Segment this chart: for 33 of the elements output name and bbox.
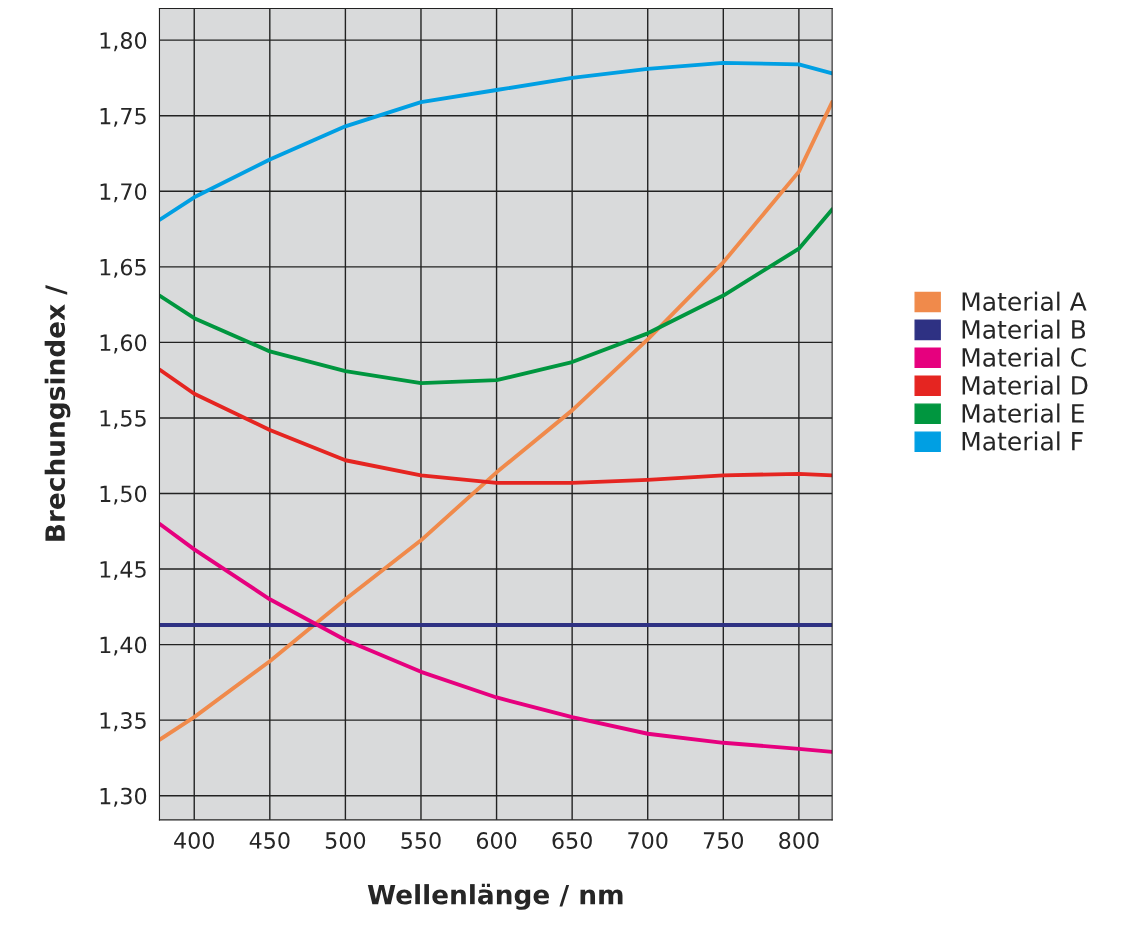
line-series <box>159 521 833 754</box>
x-tick-label: 600 <box>476 832 517 849</box>
x-tick-label: 700 <box>628 832 668 849</box>
y-axis-title: Brechungsindex / <box>44 285 71 541</box>
legend-label: Material C <box>962 347 1086 367</box>
x-axis-title: Wellenlänge / nm <box>367 883 623 910</box>
y-tick-label: 1,80 <box>100 32 147 52</box>
y-tick-label: 1,75 <box>100 107 146 127</box>
x-tick-label: 750 <box>703 832 744 849</box>
y-tick-label: 1,35 <box>100 712 146 732</box>
x-tick-label: 450 <box>249 832 290 849</box>
y-tick-label: 1,55 <box>100 410 146 429</box>
y-tick-label: 1,50 <box>100 485 147 505</box>
legend-label: Material F <box>962 431 1083 451</box>
x-tick-label: 650 <box>552 832 592 849</box>
x-tick-label: 500 <box>325 832 366 849</box>
x-tick-label: 550 <box>401 832 441 849</box>
line-series <box>159 207 833 386</box>
line-series <box>159 60 833 222</box>
line-series <box>159 367 833 485</box>
y-tick-label: 1,70 <box>100 183 147 203</box>
legend-label: Material A <box>962 291 1087 311</box>
x-tick-label: 800 <box>779 832 819 849</box>
y-tick-label: 1,30 <box>100 787 147 807</box>
y-tick-label: 1,65 <box>100 258 146 278</box>
legend-label: Material B <box>962 319 1086 339</box>
y-tick-label: 1,45 <box>100 561 146 581</box>
line-series <box>159 100 833 742</box>
legend-label: Material E <box>962 403 1084 423</box>
x-tick-label: 400 <box>174 832 214 849</box>
legend-label: Material D <box>962 375 1088 395</box>
y-tick-label: 1,60 <box>100 334 147 354</box>
y-tick-label: 1,40 <box>100 636 147 656</box>
